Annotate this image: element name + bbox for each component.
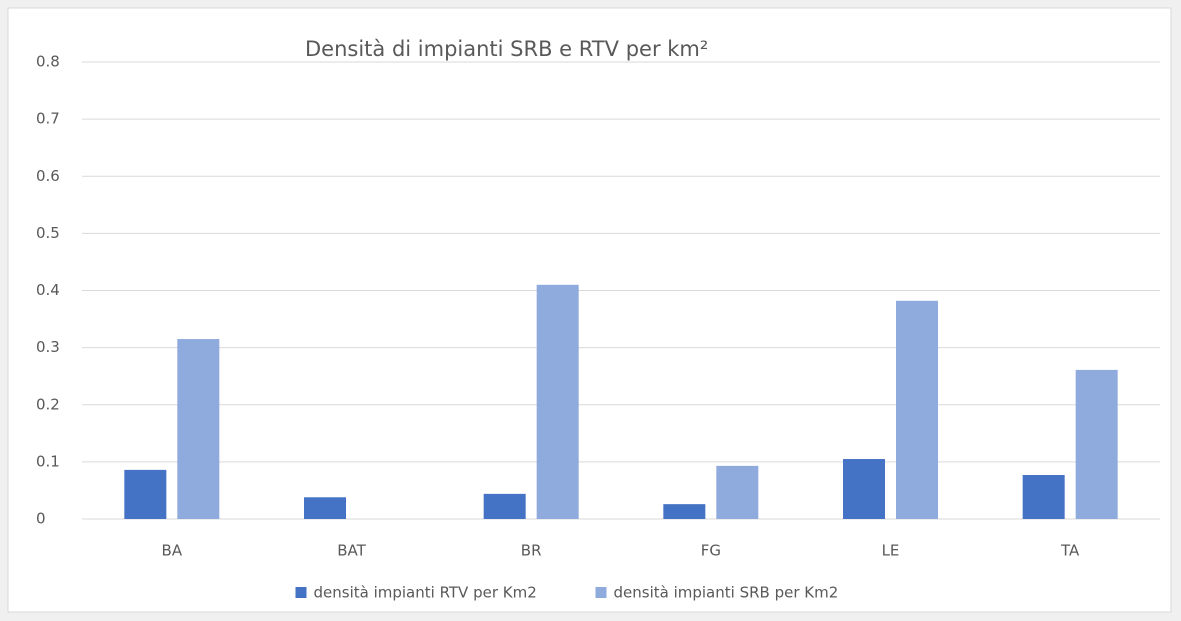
y-tick-label: 0.5 (36, 224, 60, 242)
y-tick-label: 0 (36, 510, 46, 528)
bar (304, 497, 346, 519)
y-tick-label: 0.7 (36, 110, 60, 128)
y-tick-label: 0.2 (36, 395, 60, 413)
bar (843, 459, 885, 519)
bar (896, 300, 938, 519)
x-tick-label: BAT (337, 542, 366, 560)
x-tick-label: BA (162, 542, 183, 560)
bar (663, 504, 706, 519)
bar (177, 339, 220, 519)
y-tick-label: 0.3 (36, 338, 60, 356)
bar (536, 284, 579, 519)
y-tick-label: 0.6 (36, 167, 60, 185)
x-tick-label: BR (521, 542, 542, 560)
legend-label: densità impianti SRB per Km2 (614, 584, 839, 602)
legend-swatch (595, 587, 607, 598)
bar (1022, 475, 1065, 519)
x-tick-label: FG (701, 542, 721, 560)
bar (1075, 369, 1118, 519)
legend-swatch (295, 587, 307, 598)
chart-area (7, 7, 1172, 613)
y-tick-label: 0.4 (36, 281, 60, 299)
bar (483, 493, 526, 519)
chart-title: Densità di impianti SRB e RTV per km² (305, 37, 708, 61)
x-tick-label: LE (882, 542, 900, 560)
legend-label: densità impianti RTV per Km2 (314, 584, 537, 602)
y-tick-label: 0.8 (36, 53, 60, 71)
y-tick-label: 0.1 (36, 452, 60, 470)
bar (124, 469, 167, 519)
x-tick-label: TA (1060, 542, 1080, 560)
bar (716, 465, 759, 519)
